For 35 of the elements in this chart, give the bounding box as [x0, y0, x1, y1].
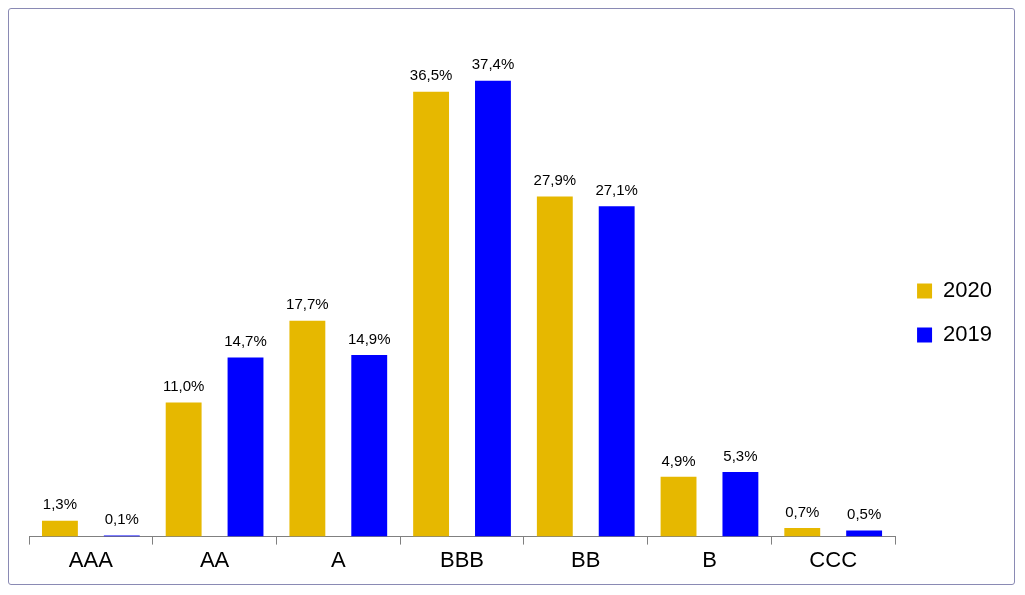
- bar: [784, 528, 821, 537]
- bar: [41, 520, 78, 537]
- legend-label: 2019: [943, 321, 993, 347]
- bar: [722, 471, 759, 537]
- x-tick-label: BBB: [440, 546, 485, 572]
- legend-label: 2020: [943, 277, 993, 303]
- data-label: 17,7%: [286, 295, 329, 313]
- data-label: 4,9%: [661, 451, 696, 469]
- data-label: 0,7%: [785, 502, 820, 520]
- x-tick-label: AAA: [68, 546, 114, 572]
- data-label: 0,1%: [104, 510, 139, 528]
- data-label: 14,9%: [347, 329, 391, 347]
- data-label: 36,5%: [409, 66, 453, 84]
- bar: [660, 476, 697, 537]
- data-label: 1,3%: [42, 495, 78, 513]
- data-label: 14,7%: [224, 332, 267, 350]
- data-label: 27,9%: [533, 171, 577, 189]
- x-tick-label: B: [702, 546, 717, 572]
- bar: [536, 196, 573, 537]
- bar: [165, 402, 202, 537]
- data-label: 11,0%: [162, 377, 205, 395]
- bar: [475, 80, 511, 537]
- bar: [227, 357, 264, 537]
- x-tick-label: BB: [571, 546, 601, 572]
- x-tick-label: A: [330, 546, 346, 572]
- bar: [598, 206, 635, 537]
- x-tick-label: CCC: [809, 546, 858, 572]
- x-tick-label: AA: [199, 546, 230, 572]
- data-label: 0,5%: [847, 505, 882, 523]
- data-label: 27,1%: [595, 180, 638, 198]
- bar: [289, 320, 326, 537]
- bar: [413, 91, 450, 537]
- bar: [351, 354, 388, 537]
- data-label: 5,3%: [723, 446, 758, 464]
- data-label: 37,4%: [471, 55, 515, 73]
